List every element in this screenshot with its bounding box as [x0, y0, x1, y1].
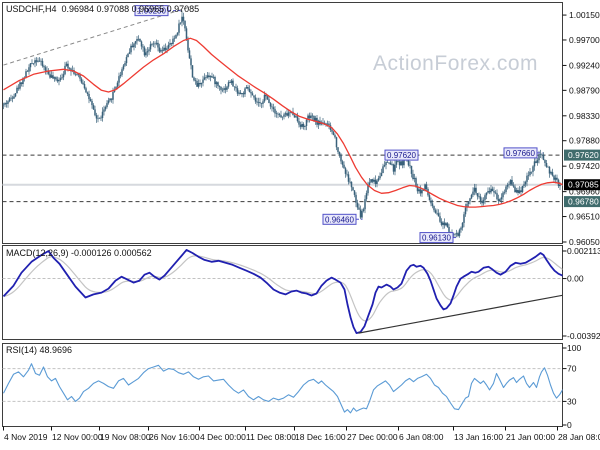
price-axis-label: 0.96510 [569, 212, 600, 222]
rsi-panel[interactable] [2, 363, 565, 414]
price-panel[interactable] [2, 6, 565, 238]
price-axis-label: 0.96050 [569, 237, 600, 247]
rsi-axis-label: 30 [567, 396, 577, 406]
macd-axis-label: 0.00 [567, 274, 584, 284]
price-annotation: 0.97620 [384, 149, 419, 161]
annotation-text: 1.00230 [137, 7, 166, 16]
rsi-axis-label: 100 [567, 343, 581, 353]
price-axis-label: 0.99240 [569, 60, 600, 70]
price-axis-label: 0.98330 [569, 111, 600, 121]
annotation-box [384, 149, 419, 161]
date-axis-label: 18 Dec 16:00 [295, 432, 346, 442]
date-axis-label: 13 Jan 16:00 [454, 432, 503, 442]
panel-frame [2, 2, 563, 244]
price-axis-box: 0.97085 [564, 179, 600, 191]
date-axis-label: 26 Nov 16:00 [149, 432, 200, 442]
annotation-text: 0.96460 [325, 215, 354, 224]
moving-average-line [3, 37, 563, 208]
price-axis-box: 0.96780 [564, 196, 600, 208]
date-axis-label: 19 Nov 08:00 [100, 432, 151, 442]
candle-wicks [3, 10, 561, 238]
date-axis-label: 12 Nov 00:00 [52, 432, 103, 442]
price-axis-label: 0.99700 [569, 35, 600, 45]
price-annotation: 1.00230 [134, 5, 181, 17]
annotation-text: 0.97620 [387, 151, 416, 160]
panel-frame [2, 245, 563, 340]
annotation-text: 0.96130 [422, 234, 451, 243]
date-axis-label: 4 Nov 2019 [4, 432, 48, 442]
rsi-line [3, 363, 563, 414]
date-axis-label: 6 Jan 08:00 [399, 432, 444, 442]
price-axis-box-label: 0.97620 [568, 150, 599, 160]
date-axis-label: 28 Jan 08:00 [558, 432, 600, 442]
price-trendline [3, 6, 190, 66]
annotation-text: 0.97660 [506, 149, 535, 158]
macd-line [2, 248, 563, 335]
price-axis-label: 1.00150 [569, 10, 600, 20]
price-axis-label: 0.97880 [569, 136, 600, 146]
annotation-box [419, 232, 454, 244]
price-annotation: 0.97660 [503, 147, 543, 159]
date-axis-label: 27 Dec 00:00 [347, 432, 398, 442]
rsi-axis-label: 70 [567, 364, 577, 374]
price-axis-label: 0.97420 [569, 161, 600, 171]
annotation-box [134, 5, 169, 17]
price-annotation: 0.96130 [419, 232, 458, 244]
price-annotation: 0.96460 [322, 213, 363, 225]
annotation-box [322, 213, 357, 225]
candle-bodies [2, 16, 561, 236]
macd-axis-label: -0.003922 [567, 331, 600, 341]
annotation-box [503, 147, 538, 159]
price-axis-box: 0.97620 [564, 149, 600, 161]
date-axis-label: 21 Jan 00:00 [506, 432, 555, 442]
price-axis-box-label: 0.96780 [568, 197, 599, 207]
price-axis-label: 0.96960 [569, 187, 600, 197]
price-axis-box-label: 0.97085 [568, 180, 599, 190]
macd-signal-line [3, 255, 563, 322]
macd-axis-label: 0.002113 [567, 246, 600, 256]
date-axis-label: 11 Dec 08:00 [246, 432, 296, 442]
price-axis-label: 0.98790 [569, 85, 600, 95]
macd-panel[interactable] [2, 248, 566, 335]
rsi-axis-label: 0 [567, 420, 572, 430]
panel-frame [2, 343, 563, 427]
date-axis-label: 4 Dec 00:00 [200, 432, 246, 442]
macd-trendline [358, 294, 563, 334]
